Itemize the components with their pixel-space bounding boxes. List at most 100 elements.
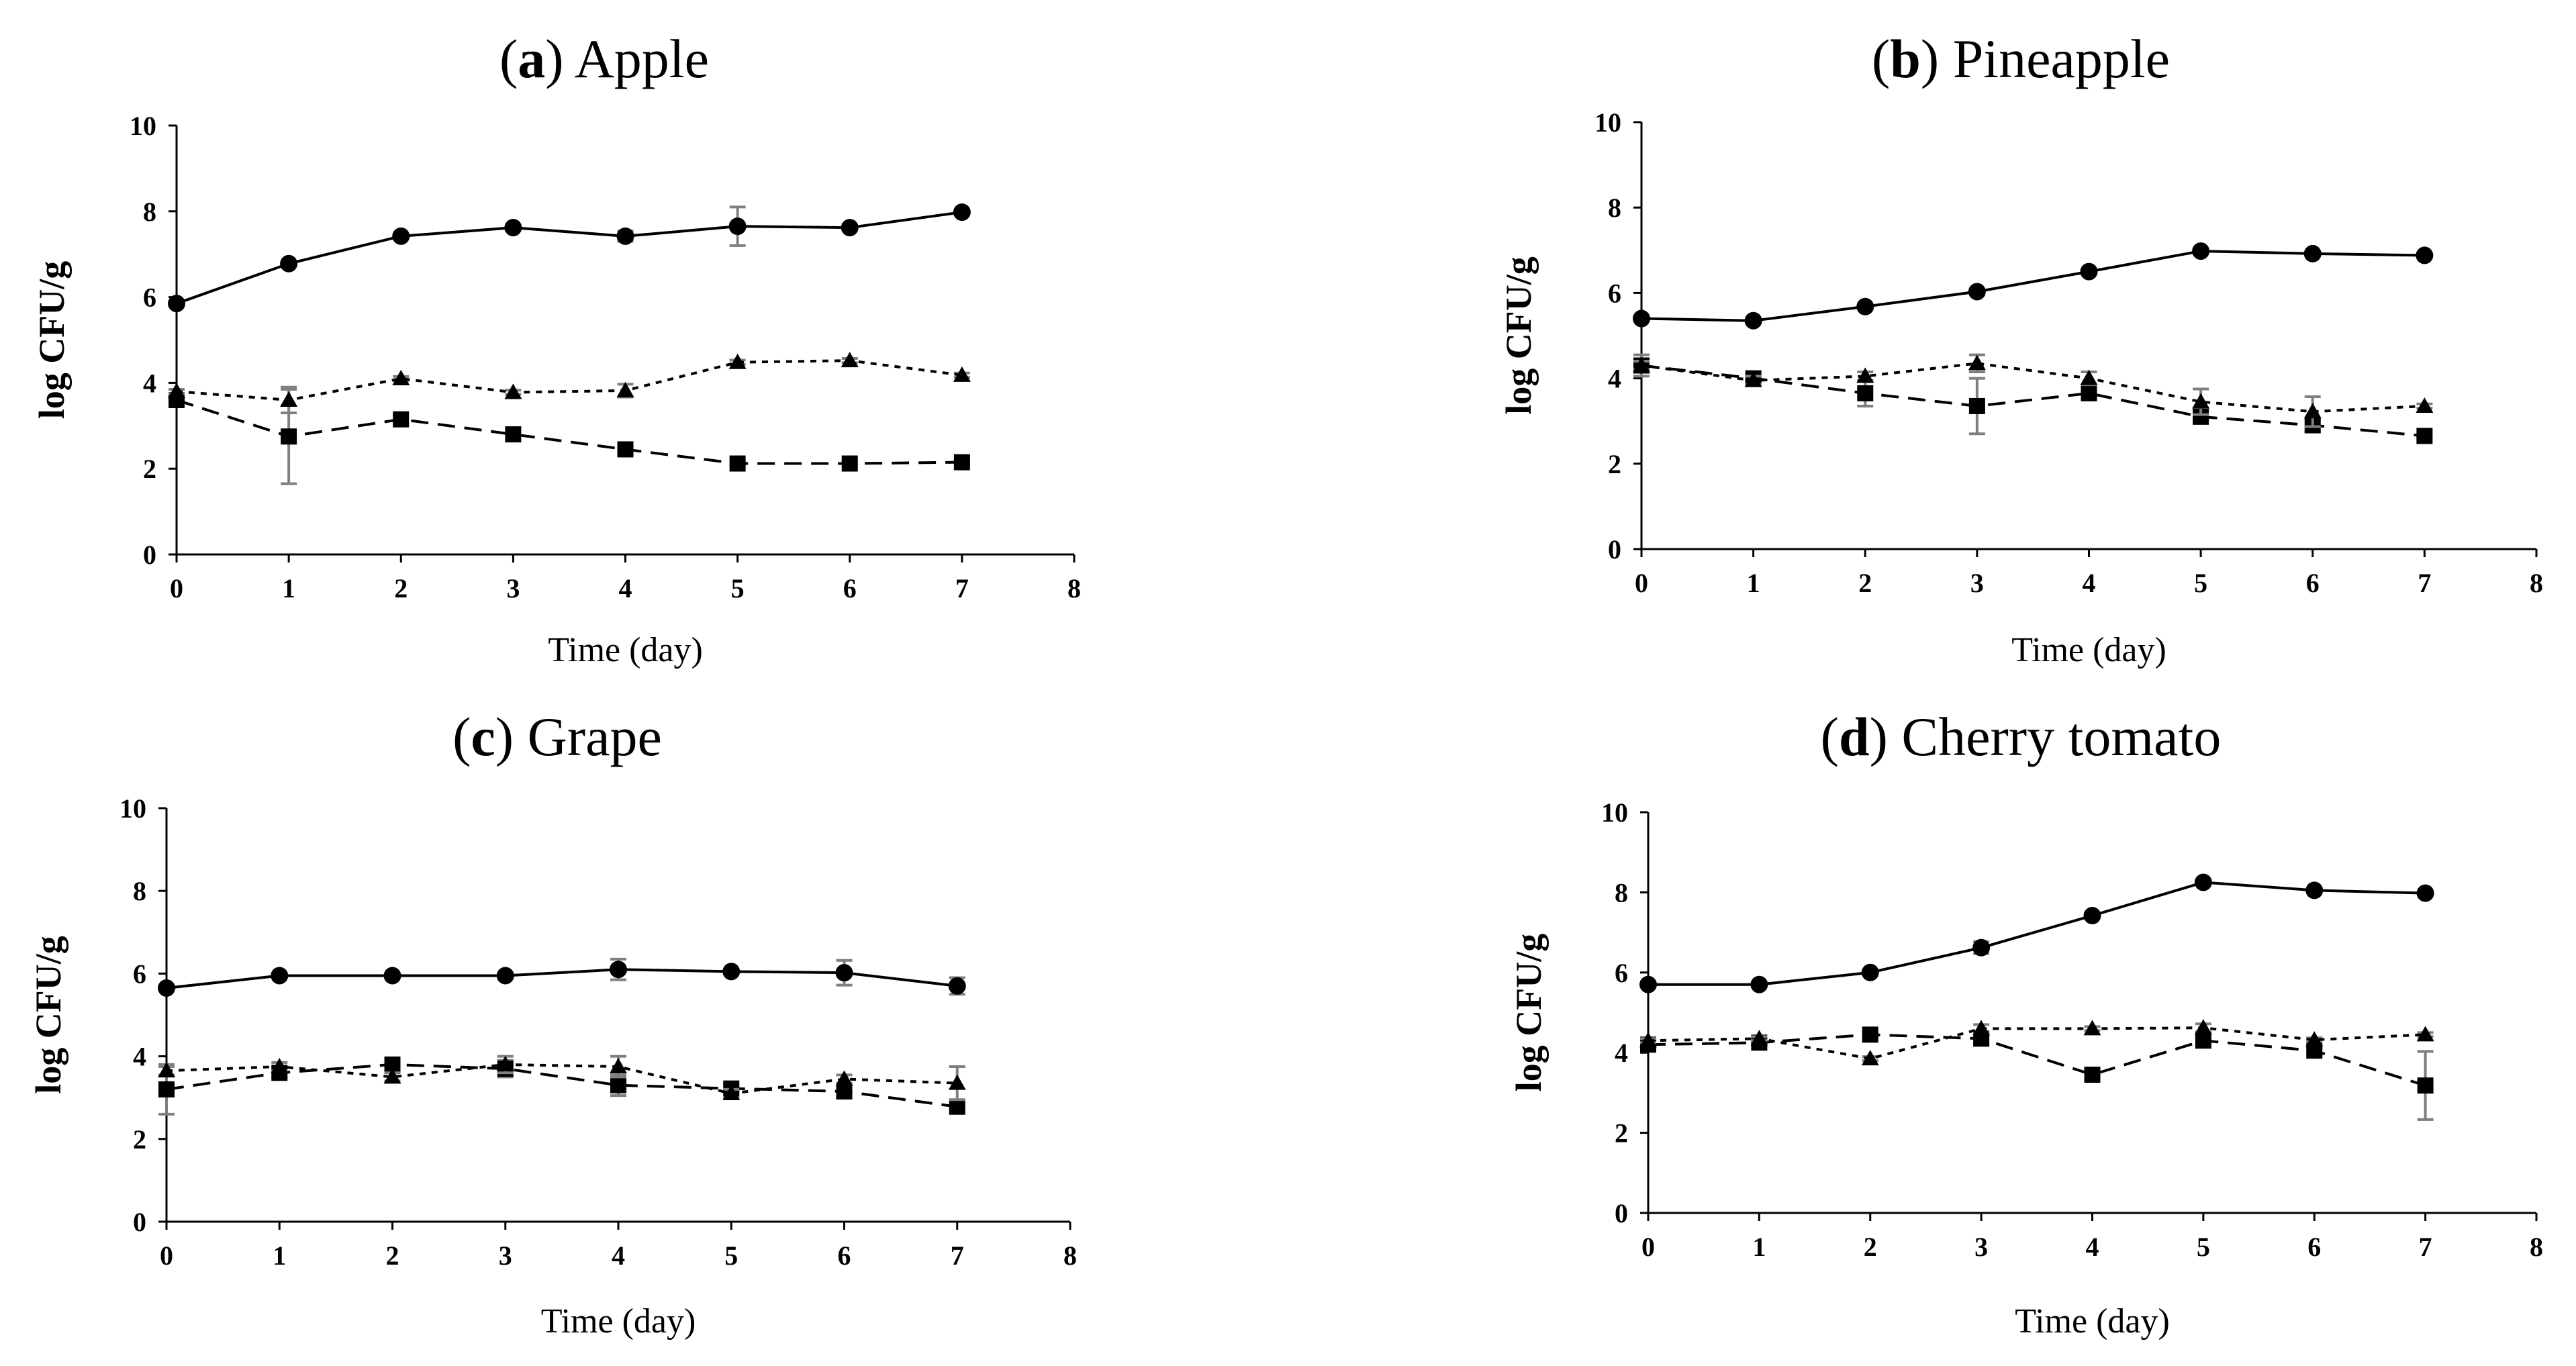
x-tick-label: 7 — [955, 573, 969, 603]
data-point-circle — [271, 967, 289, 985]
data-point-square — [617, 441, 634, 458]
x-tick-label: 1 — [1747, 568, 1760, 598]
data-point-square — [393, 411, 410, 428]
y-tick-label: 6 — [1615, 958, 1628, 988]
title-paren-open: ( — [1872, 28, 1890, 89]
data-point-square — [505, 426, 522, 443]
data-point-square — [1857, 385, 1874, 401]
data-point-triangle — [392, 370, 410, 386]
y-tick-label: 8 — [1608, 193, 1621, 223]
data-point-triangle — [728, 353, 747, 369]
y-tick-label: 0 — [1615, 1198, 1628, 1228]
title-panel-letter: c — [471, 706, 495, 767]
series-triangle — [1633, 353, 2434, 428]
data-point-circle — [168, 295, 185, 313]
x-tick-label: 8 — [1063, 1240, 1077, 1271]
title-paren-open: ( — [1821, 706, 1839, 767]
title-panel-letter: d — [1839, 706, 1870, 767]
series-triangle — [158, 1055, 966, 1102]
series-line-square — [176, 399, 962, 465]
data-point-triangle — [2303, 403, 2322, 419]
data-point-circle — [1633, 309, 1650, 328]
panel-title: (a) Apple — [499, 28, 709, 89]
y-tick-label: 4 — [1608, 364, 1621, 394]
data-point-triangle — [1639, 1032, 1657, 1048]
series-line-triangle — [1648, 1026, 2426, 1061]
panel-title: (c) Grape — [452, 706, 662, 767]
series-line-square — [1641, 364, 2425, 438]
data-point-square — [2084, 1067, 2101, 1083]
x-tick-label: 6 — [843, 573, 857, 603]
data-point-triangle — [1744, 371, 1762, 387]
data-point-circle — [496, 967, 514, 985]
x-tick-label: 6 — [838, 1240, 851, 1271]
data-point-circle — [383, 967, 401, 985]
title-panel-name: Cherry tomato — [1901, 706, 2221, 767]
y-axis-label: log CFU/g — [28, 936, 68, 1094]
x-tick-label: 5 — [724, 1240, 738, 1271]
data-point-triangle — [2305, 1031, 2324, 1047]
y-axis-label: log CFU/g — [1498, 256, 1539, 415]
data-point-triangle — [2080, 369, 2098, 385]
data-point-circle — [2192, 242, 2210, 260]
data-point-triangle — [158, 1062, 175, 1078]
series-line-square — [1648, 1033, 2426, 1087]
data-point-circle — [1856, 297, 1874, 315]
y-tick-label: 4 — [133, 1042, 146, 1072]
data-point-square — [841, 455, 858, 472]
data-point-triangle — [953, 366, 971, 382]
y-axis-label: log CFU/g — [1509, 934, 1549, 1092]
title-panel-name: Pineapple — [1953, 28, 2170, 89]
data-point-triangle — [280, 391, 298, 407]
y-tick-label: 0 — [143, 540, 156, 570]
x-tick-label: 3 — [1974, 1232, 1988, 1262]
y-tick-label: 4 — [1615, 1038, 1628, 1068]
x-tick-label: 0 — [1635, 568, 1648, 598]
panel-d: (d) Cherry tomato 0 2 4 6 8 10 0 1 2 3 4 5 6 7 8 Time (d… — [1509, 706, 2543, 1340]
x-tick-label: 1 — [1752, 1232, 1766, 1262]
data-point-circle — [158, 979, 175, 997]
data-point-triangle — [610, 1058, 627, 1073]
x-axis-label: Time (day) — [541, 1302, 696, 1340]
series-line-circle — [1641, 250, 2425, 322]
data-point-square — [2416, 428, 2433, 444]
series-line-circle — [1648, 881, 2426, 986]
data-point-circle — [2416, 884, 2434, 902]
y-tick-label: 0 — [133, 1207, 146, 1237]
x-tick-label: 8 — [2530, 1232, 2543, 1262]
series-circle — [1633, 242, 2434, 330]
data-point-circle — [1861, 963, 1879, 981]
data-point-triangle — [2192, 393, 2210, 409]
series-circle — [158, 957, 966, 997]
data-point-square — [2081, 385, 2097, 401]
series-line-triangle — [1641, 362, 2425, 413]
panel-title: (d) Cherry tomato — [1821, 706, 2222, 767]
data-point-circle — [2416, 246, 2434, 264]
y-tick-label: 4 — [143, 368, 156, 398]
x-tick-label: 1 — [273, 1240, 286, 1271]
y-tick-label: 8 — [143, 197, 156, 227]
title-paren-close: ) — [545, 28, 574, 89]
data-point-triangle — [948, 1074, 966, 1090]
title-paren-open: ( — [452, 706, 471, 767]
title-paren-open: ( — [499, 28, 518, 89]
data-point-square — [158, 1081, 175, 1097]
title-panel-name: Apple — [575, 28, 709, 89]
x-tick-label: 8 — [1067, 573, 1081, 603]
y-tick-label: 2 — [143, 454, 156, 484]
data-point-triangle — [271, 1058, 289, 1073]
data-point-circle — [1968, 283, 1986, 301]
data-point-circle — [1972, 938, 1991, 957]
data-point-square — [949, 1098, 965, 1115]
data-point-circle — [610, 961, 627, 979]
y-tick-label: 10 — [130, 111, 156, 141]
x-tick-label: 2 — [1864, 1232, 1877, 1262]
data-point-triangle — [1861, 1050, 1879, 1066]
data-point-triangle — [1968, 354, 1986, 371]
x-tick-label: 4 — [619, 573, 632, 603]
y-tick-label: 6 — [1608, 278, 1621, 308]
data-point-circle — [841, 219, 859, 237]
series-line-circle — [166, 968, 957, 989]
data-point-circle — [1639, 975, 1657, 993]
y-tick-label: 6 — [143, 283, 156, 313]
